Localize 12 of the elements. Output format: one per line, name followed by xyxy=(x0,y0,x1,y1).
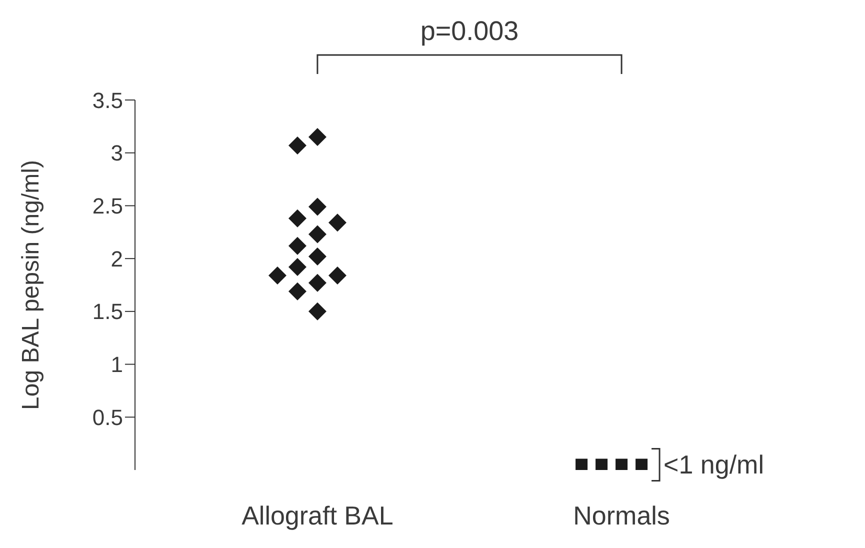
y-tick-label: 1.5 xyxy=(92,299,123,324)
x-tick-label: Normals xyxy=(573,500,670,530)
annotation: <1 ng/ml xyxy=(664,450,764,480)
x-tick-label: Allograft BAL xyxy=(242,500,394,530)
y-axis-title: Log BAL pepsin (ng/ml) xyxy=(18,160,45,410)
y-tick-label: 2.5 xyxy=(92,194,123,219)
y-tick-label: 0.5 xyxy=(92,404,123,430)
y-tick-label: 3.5 xyxy=(92,88,123,113)
y-tick-label: 1 xyxy=(110,352,123,378)
y-tick-label: 2 xyxy=(110,246,123,272)
text: p=0.003 xyxy=(420,16,519,46)
y-tick-label: 3 xyxy=(110,140,123,166)
